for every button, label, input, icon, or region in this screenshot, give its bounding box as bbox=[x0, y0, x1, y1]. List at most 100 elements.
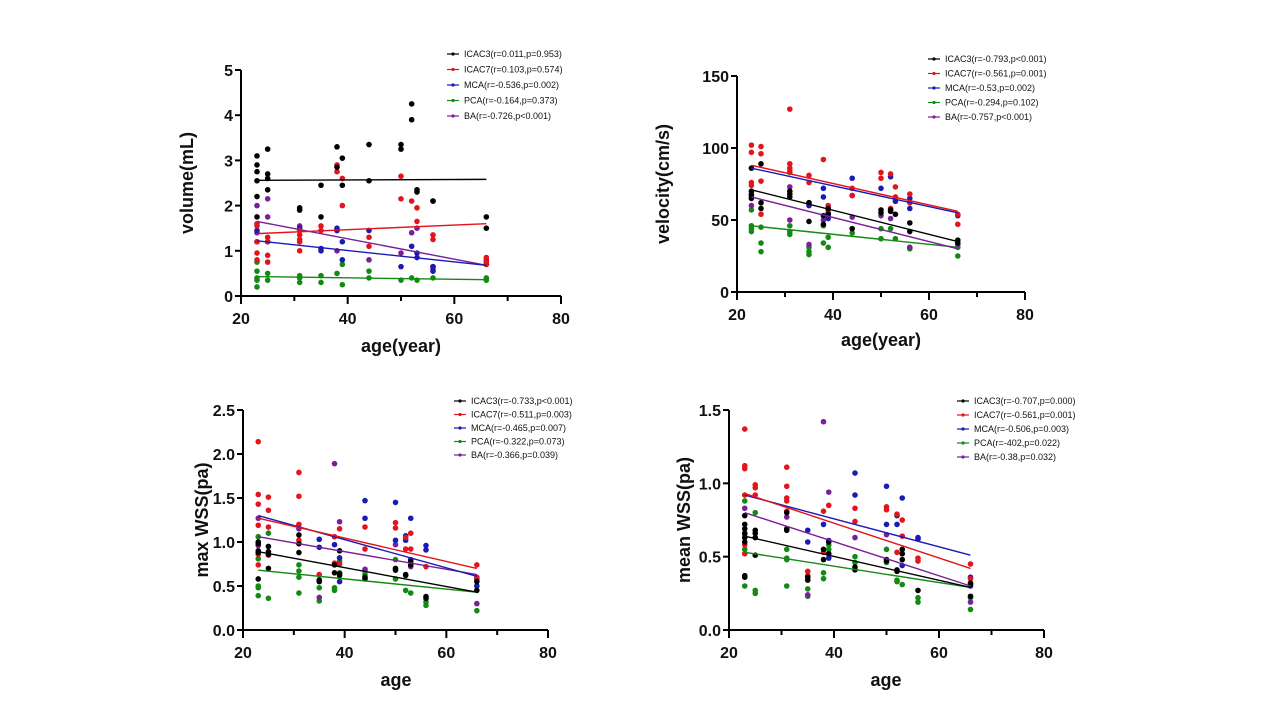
data-point bbox=[339, 202, 346, 209]
legend-swatch-marker bbox=[458, 453, 462, 457]
legend-label: ICAC3(r=0.011,p=0.953) bbox=[464, 49, 562, 59]
series-icac7 bbox=[748, 106, 961, 228]
data-point bbox=[316, 578, 323, 585]
data-point bbox=[255, 584, 262, 591]
data-point bbox=[430, 198, 436, 204]
data-point bbox=[414, 205, 420, 211]
data-point bbox=[806, 172, 812, 179]
y-tick-label: 4 bbox=[224, 108, 233, 125]
y-tick-label: 1.5 bbox=[213, 491, 235, 508]
data-point bbox=[296, 574, 302, 580]
data-point bbox=[820, 556, 827, 563]
legend-swatch-marker bbox=[932, 71, 936, 76]
axes: 0.0 0.5 1.0 1.5 20 40 60 80 bbox=[699, 403, 1053, 662]
data-point bbox=[820, 508, 827, 514]
data-point bbox=[852, 492, 858, 498]
data-point bbox=[398, 146, 404, 152]
y-axis-title: max WSS(pa) bbox=[192, 462, 212, 577]
data-point bbox=[264, 270, 271, 277]
data-point bbox=[296, 232, 303, 238]
legend-label: BA(r=-0.38,p=0.032) bbox=[974, 452, 1056, 462]
fit-line-pca bbox=[751, 225, 958, 249]
legend-swatch-marker bbox=[458, 412, 462, 417]
data-point bbox=[254, 257, 260, 263]
data-point bbox=[748, 142, 755, 148]
data-point bbox=[331, 570, 338, 576]
legend: ICAC3(r=-0.793,p<0.001) ICAC7(r=-0.561,p=… bbox=[928, 54, 1047, 122]
data-point bbox=[366, 257, 372, 263]
y-tick-label: 1.0 bbox=[699, 476, 721, 493]
legend-item-icac7: ICAC7(r=-0.561,p=0.001) bbox=[928, 69, 1047, 79]
data-point bbox=[741, 521, 748, 528]
data-point bbox=[758, 161, 764, 167]
data-point bbox=[883, 546, 890, 553]
data-point bbox=[264, 277, 271, 283]
data-point bbox=[483, 214, 490, 220]
legend-swatch-marker bbox=[932, 57, 936, 61]
data-point bbox=[825, 234, 831, 241]
legend-item-pca: PCA(r=-0.322,p=0.073) bbox=[454, 437, 565, 447]
data-point bbox=[255, 438, 262, 445]
data-point bbox=[752, 590, 759, 597]
data-point bbox=[878, 175, 884, 182]
data-point bbox=[787, 217, 793, 223]
plot-area bbox=[255, 438, 480, 614]
axes: 0.0 0.5 1.0 1.5 2.0 2.5 20 40 60 80 bbox=[213, 403, 557, 662]
data-point bbox=[296, 238, 303, 245]
data-point bbox=[887, 225, 894, 232]
legend-item-mca: MCA(r=-0.536,p=0.002) bbox=[447, 80, 559, 90]
data-point bbox=[741, 426, 748, 432]
series-mca bbox=[804, 470, 974, 589]
data-point bbox=[264, 146, 271, 152]
data-point bbox=[820, 570, 827, 576]
data-point bbox=[408, 101, 415, 107]
data-point bbox=[849, 230, 855, 236]
fit-line-pca bbox=[744, 551, 971, 589]
data-point bbox=[899, 517, 906, 523]
legend-label: ICAC7(r=0.103,p=0.574) bbox=[464, 65, 563, 75]
legend-item-icac3: ICAC3(r=-0.707,p=0.000) bbox=[957, 396, 1076, 406]
legend-label: MCA(r=-0.465,p=0.007) bbox=[471, 423, 566, 433]
data-point bbox=[804, 568, 811, 575]
y-tick-label: 0.0 bbox=[213, 623, 235, 640]
data-point bbox=[878, 185, 884, 192]
data-point bbox=[741, 505, 748, 512]
data-point bbox=[398, 250, 404, 256]
x-tick-label: 60 bbox=[920, 307, 938, 324]
data-point bbox=[402, 534, 409, 541]
data-point bbox=[907, 220, 913, 226]
legend-swatch-marker bbox=[458, 426, 462, 430]
y-axis-title: volume(mL) bbox=[177, 132, 197, 234]
data-point bbox=[804, 539, 811, 545]
data-point bbox=[254, 214, 260, 220]
data-point bbox=[787, 222, 793, 229]
data-point bbox=[967, 575, 974, 582]
fit-line-ba bbox=[256, 220, 487, 266]
data-point bbox=[474, 600, 480, 607]
data-point bbox=[878, 210, 884, 216]
x-axis-title: age bbox=[380, 670, 411, 690]
data-point bbox=[407, 530, 414, 536]
chart-volume: 0 1 2 3 4 5 20 40 60 80 age(year) volume(mL) ICAC… bbox=[177, 49, 570, 356]
data-point bbox=[392, 567, 399, 573]
data-point bbox=[825, 489, 832, 495]
data-point bbox=[296, 493, 302, 500]
data-point bbox=[264, 252, 271, 259]
chart-max-wss: 0.0 0.5 1.0 1.5 2.0 2.5 20 40 60 80 age max WSS(p… bbox=[192, 396, 573, 690]
data-point bbox=[741, 550, 748, 557]
data-point bbox=[254, 153, 260, 159]
data-point bbox=[758, 143, 764, 150]
data-point bbox=[820, 217, 827, 223]
fit-line-icac3 bbox=[751, 189, 958, 243]
legend-label: ICAC3(r=-0.733,p<0.001) bbox=[471, 396, 573, 406]
data-point bbox=[255, 562, 262, 568]
data-point bbox=[296, 562, 302, 568]
legend: ICAC3(r=-0.707,p=0.000) ICAC7(r=-0.561,p=… bbox=[957, 396, 1076, 462]
legend-swatch-marker bbox=[451, 52, 455, 56]
legend-item-icac7: ICAC7(r=-0.511,p=0.003) bbox=[454, 410, 572, 420]
data-point bbox=[783, 498, 790, 504]
data-point bbox=[336, 561, 343, 567]
data-point bbox=[264, 196, 271, 202]
data-point bbox=[825, 502, 832, 509]
data-point bbox=[402, 587, 409, 594]
